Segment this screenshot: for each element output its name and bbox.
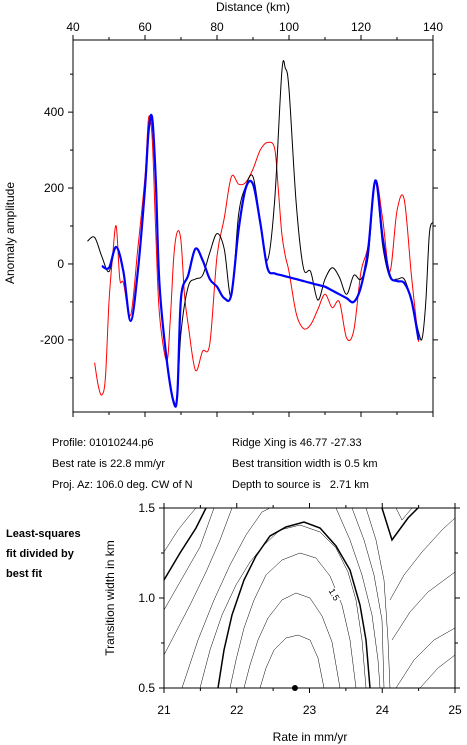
ridge-crossing-info: Ridge Xing is 46.77 -27.33 (232, 437, 362, 449)
x-tick-label: 100 (279, 20, 299, 34)
caption-line: best fit (6, 568, 43, 580)
profile-y-axis: -200 0 200 400 (40, 73, 438, 379)
source-depth-info: Depth to source is 2.71 km (232, 479, 369, 491)
x-tick-label: 22 (230, 703, 244, 717)
best-transition-width-info: Best transition width is 0.5 km (232, 458, 378, 470)
contour-line (335, 507, 381, 689)
contour-lines (163, 507, 456, 689)
fit-window-line (101, 113, 420, 408)
y-tick-label: 1.5 (138, 501, 155, 515)
y-tick-label: -200 (40, 333, 64, 347)
y-tick-label: 1.0 (138, 591, 155, 605)
contour-line (229, 552, 357, 689)
contour-line (391, 571, 456, 641)
contour-line (163, 507, 197, 553)
profile-info: Profile: 01010244.p6 (52, 437, 154, 449)
contour-label-background (328, 588, 342, 600)
contour-line (381, 507, 419, 542)
misfit-contour-chart: 1.5 21 22 23 24 25 0.5 1.0 1.5 Rate in mm/yr T… (103, 501, 462, 744)
contour-line (395, 627, 456, 689)
contour-line (217, 521, 371, 689)
profile-x-axis-label: Distance (km) (216, 0, 290, 14)
contour-y-axis: 0.5 1.0 1.5 (138, 501, 460, 695)
contour-line (395, 507, 413, 521)
contour-line (389, 517, 456, 601)
contour-x-axis: 21 22 23 24 25 (157, 503, 462, 717)
model-anomaly-line (94, 115, 420, 396)
x-tick-label: 23 (303, 703, 317, 717)
projection-azimuth-info: Proj. Az: 106.0 deg. CW of N (52, 479, 193, 491)
profile-series (87, 60, 434, 408)
contour-x-axis-label: Rate in mm/yr (273, 730, 348, 744)
contour-line (365, 507, 391, 689)
profile-y-axis-label: Anomaly amplitude (3, 182, 17, 284)
x-tick-label: 80 (210, 20, 224, 34)
x-tick-label: 60 (138, 20, 152, 34)
y-tick-label: 0 (57, 257, 64, 271)
best-rate-info: Best rate is 22.8 mm/yr (52, 458, 166, 470)
y-tick-label: 400 (44, 105, 64, 119)
profile-plot-frame (72, 39, 434, 413)
contour-line (181, 507, 271, 689)
x-tick-label: 120 (351, 20, 371, 34)
y-tick-label: 200 (44, 181, 64, 195)
contour-line (243, 592, 341, 689)
contour-line (163, 507, 233, 656)
contour-line (259, 634, 325, 689)
caption-line: Least-squares (6, 528, 81, 540)
profile-chart: 40 60 80 100 120 140 -200 0 200 400 Distance (km… (3, 0, 443, 417)
profile-x-axis: 40 60 80 100 120 140 (66, 20, 443, 417)
x-tick-label: 21 (157, 703, 171, 717)
x-tick-label: 25 (448, 703, 462, 717)
best-fit-marker (291, 685, 298, 691)
x-tick-label: 140 (423, 20, 443, 34)
colorbar-caption: Least-squares fit divided by best fit (6, 524, 81, 584)
x-tick-label: 24 (376, 703, 390, 717)
contour-line (163, 507, 207, 581)
y-tick-label: 0.5 (138, 681, 155, 695)
x-tick-label: 40 (66, 20, 80, 34)
contour-line (351, 507, 385, 689)
caption-line: fit divided by (6, 548, 74, 560)
contour-line (199, 524, 367, 689)
contour-y-axis-label: Transition width in km (103, 540, 117, 656)
contour-line (419, 654, 456, 689)
contour-line (163, 507, 215, 611)
